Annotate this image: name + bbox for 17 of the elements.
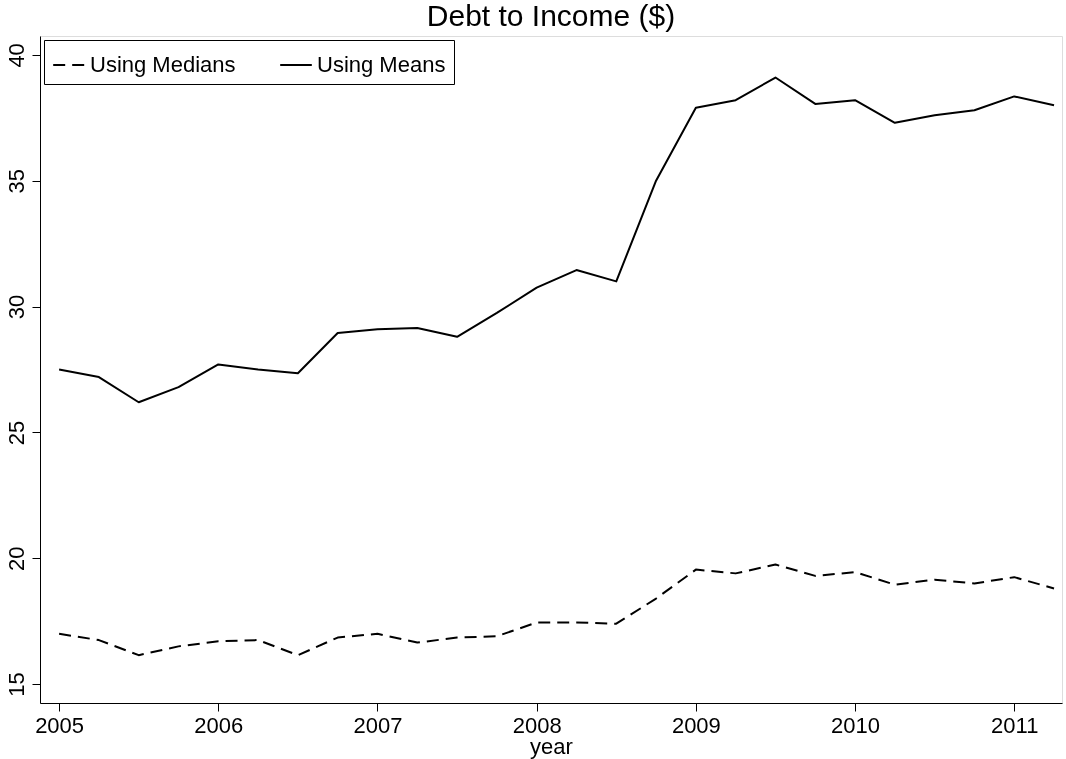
y-tick-label: 25 <box>3 420 29 446</box>
x-tick-label: 2007 <box>353 712 403 738</box>
x-tick-label: 2011 <box>991 712 1039 738</box>
legend-label: Using Means <box>317 52 446 77</box>
x-tick-label: 2006 <box>194 712 244 738</box>
x-tick-label: 2010 <box>831 712 881 738</box>
chart-title: Debt to Income ($) <box>426 0 676 32</box>
y-tick-label: 35 <box>3 168 29 194</box>
line-series <box>58 76 1056 404</box>
y-tick-label: 20 <box>3 546 29 572</box>
x-tick-label: 2005 <box>35 712 85 738</box>
x-tick-label: 2009 <box>671 712 721 738</box>
y-tick-label: 30 <box>3 294 29 320</box>
legend-label: Using Medians <box>90 52 236 77</box>
y-tick-label: 40 <box>3 43 29 68</box>
line-series <box>58 563 1056 657</box>
y-tick-label: 15 <box>3 672 29 697</box>
